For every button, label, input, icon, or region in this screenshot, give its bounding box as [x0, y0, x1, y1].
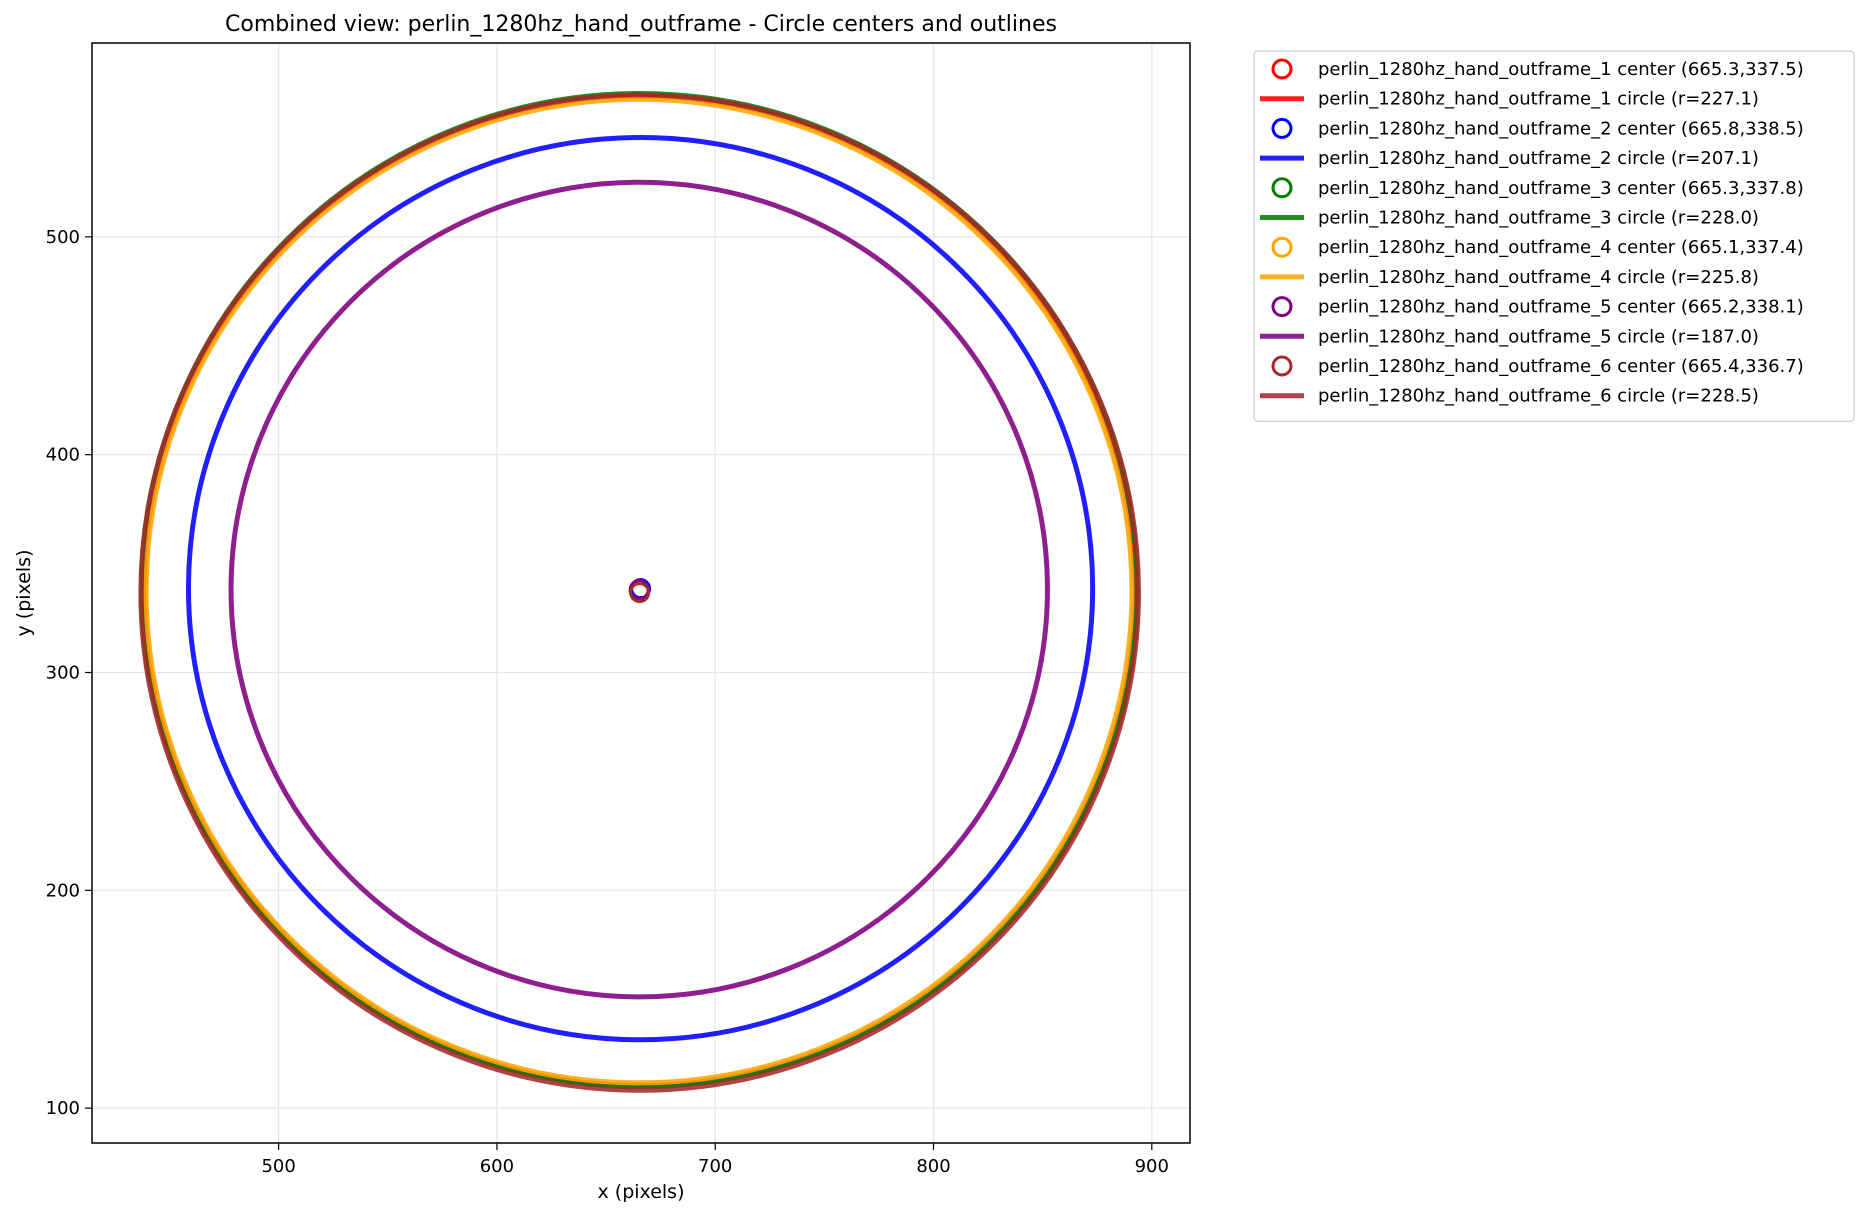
x-tick-label: 900 — [1135, 1156, 1169, 1177]
y-tick-label: 500 — [46, 227, 80, 248]
legend-center-swatch-2 — [1271, 117, 1293, 139]
x-tick-label: 500 — [261, 1156, 295, 1177]
ticks: 500 600 700 800 900 100 200 300 400 500 — [46, 227, 1169, 1177]
legend-center-label-3: perlin_1280hz_hand_outframe_3 center (66… — [1318, 178, 1804, 199]
x-tick-label: 600 — [480, 1156, 514, 1177]
circle-outline-6 — [138, 92, 1141, 1093]
chart-title: Combined view: perlin_1280hz_hand_outfra… — [225, 12, 1057, 37]
legend-circle-label-4: perlin_1280hz_hand_outframe_4 circle (r=… — [1318, 267, 1759, 288]
y-axis-label: y (pixels) — [13, 550, 35, 637]
grid — [92, 43, 1190, 1143]
y-tick-label: 100 — [46, 1098, 80, 1119]
legend-center-swatch-5 — [1271, 296, 1293, 318]
legend-center-label-4: perlin_1280hz_hand_outframe_4 center (66… — [1318, 237, 1804, 258]
plot-frame — [91, 42, 1191, 1144]
legend-center-label-5: perlin_1280hz_hand_outframe_5 center (66… — [1318, 297, 1804, 318]
legend: perlin_1280hz_hand_outframe_1 center (66… — [1253, 50, 1855, 422]
x-axis-label: x (pixels) — [598, 1181, 685, 1203]
legend-circle-label-2: perlin_1280hz_hand_outframe_2 circle (r=… — [1318, 148, 1759, 169]
legend-center-swatch-4 — [1271, 236, 1293, 258]
x-tick-label: 800 — [916, 1156, 950, 1177]
circle-outline-5 — [228, 179, 1050, 1000]
legend-center-swatch-6 — [1271, 355, 1293, 377]
legend-center-swatch-1 — [1271, 58, 1293, 80]
legend-circle-label-5: perlin_1280hz_hand_outframe_5 circle (r=… — [1318, 326, 1759, 347]
y-tick-label: 200 — [46, 880, 80, 901]
y-tick-label: 400 — [46, 445, 80, 466]
legend-frame — [1253, 50, 1855, 422]
legend-center-label-2: perlin_1280hz_hand_outframe_2 center (66… — [1318, 118, 1804, 139]
legend-circle-label-1: perlin_1280hz_hand_outframe_1 circle (r=… — [1318, 89, 1759, 110]
legend-circle-label-3: perlin_1280hz_hand_outframe_3 circle (r=… — [1318, 208, 1759, 229]
legend-circle-label-6: perlin_1280hz_hand_outframe_6 circle (r=… — [1318, 386, 1759, 407]
circle-outline-4 — [143, 96, 1135, 1086]
legend-center-swatch-3 — [1271, 177, 1293, 199]
y-tick-label: 300 — [46, 663, 80, 684]
center-marker-6 — [629, 582, 651, 604]
x-tick-label: 700 — [698, 1156, 732, 1177]
legend-center-label-1: perlin_1280hz_hand_outframe_1 center (66… — [1318, 59, 1804, 80]
circle-outline-2 — [185, 135, 1096, 1043]
legend-center-label-6: perlin_1280hz_hand_outframe_6 center (66… — [1318, 356, 1804, 377]
